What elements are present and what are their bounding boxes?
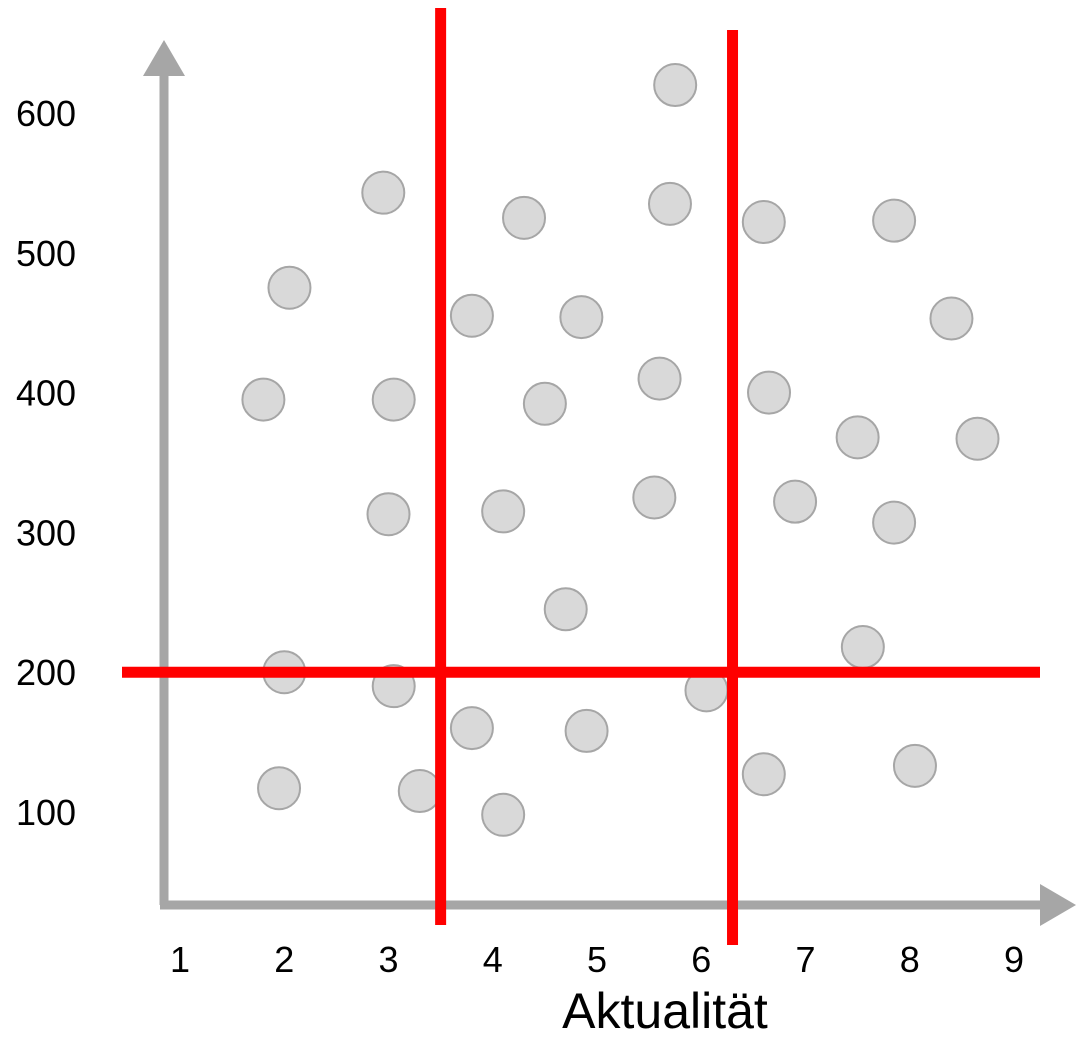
data-point: [773, 479, 818, 524]
data-point: [892, 743, 937, 788]
data-point: [835, 415, 880, 460]
data-point: [559, 295, 604, 340]
y-tick-label: 100: [16, 792, 76, 833]
data-point: [637, 356, 682, 401]
reference-lines: [122, 8, 1040, 945]
x-tick-label: 3: [378, 939, 398, 980]
x-axis-arrow: [1040, 884, 1076, 926]
y-tick-labels: 100 200 300 400 500 600: [16, 93, 76, 833]
y-tick-label: 600: [16, 93, 76, 134]
data-point: [747, 370, 792, 415]
data-point: [361, 170, 406, 215]
data-point: [632, 475, 677, 520]
y-tick-label: 400: [16, 373, 76, 414]
data-point: [257, 766, 302, 811]
data-point: [502, 195, 547, 240]
data-point: [653, 63, 698, 108]
data-point: [564, 708, 609, 753]
data-point: [267, 265, 312, 310]
x-axis-label: Aktualität: [562, 983, 768, 1039]
x-tick-label: 9: [1004, 939, 1024, 980]
y-tick-label: 500: [16, 233, 76, 274]
data-points: [241, 63, 1000, 837]
data-point: [481, 792, 526, 837]
data-point: [371, 377, 416, 422]
data-point: [741, 752, 786, 797]
data-point: [449, 293, 494, 338]
data-point: [872, 500, 917, 545]
data-point: [840, 625, 885, 670]
data-point: [872, 198, 917, 243]
data-point: [955, 416, 1000, 461]
y-axis-arrow: [143, 40, 185, 76]
x-tick-label: 7: [795, 939, 815, 980]
data-point: [741, 200, 786, 245]
data-point: [366, 492, 411, 537]
y-tick-label: 300: [16, 512, 76, 553]
data-point: [449, 706, 494, 751]
x-tick-label: 6: [691, 939, 711, 980]
x-tick-label: 1: [170, 939, 190, 980]
data-point: [543, 587, 588, 632]
axes: [143, 40, 1076, 926]
y-tick-label: 200: [16, 652, 76, 693]
data-point: [522, 381, 567, 426]
x-tick-label: 8: [900, 939, 920, 980]
x-tick-label: 4: [483, 939, 503, 980]
data-point: [929, 296, 974, 341]
x-tick-labels: 1 2 3 4 5 6 7 8 9: [170, 939, 1024, 980]
data-point: [241, 377, 286, 422]
data-point: [397, 769, 442, 814]
data-point: [647, 181, 692, 226]
x-tick-label: 5: [587, 939, 607, 980]
data-point: [481, 489, 526, 534]
x-tick-label: 2: [274, 939, 294, 980]
